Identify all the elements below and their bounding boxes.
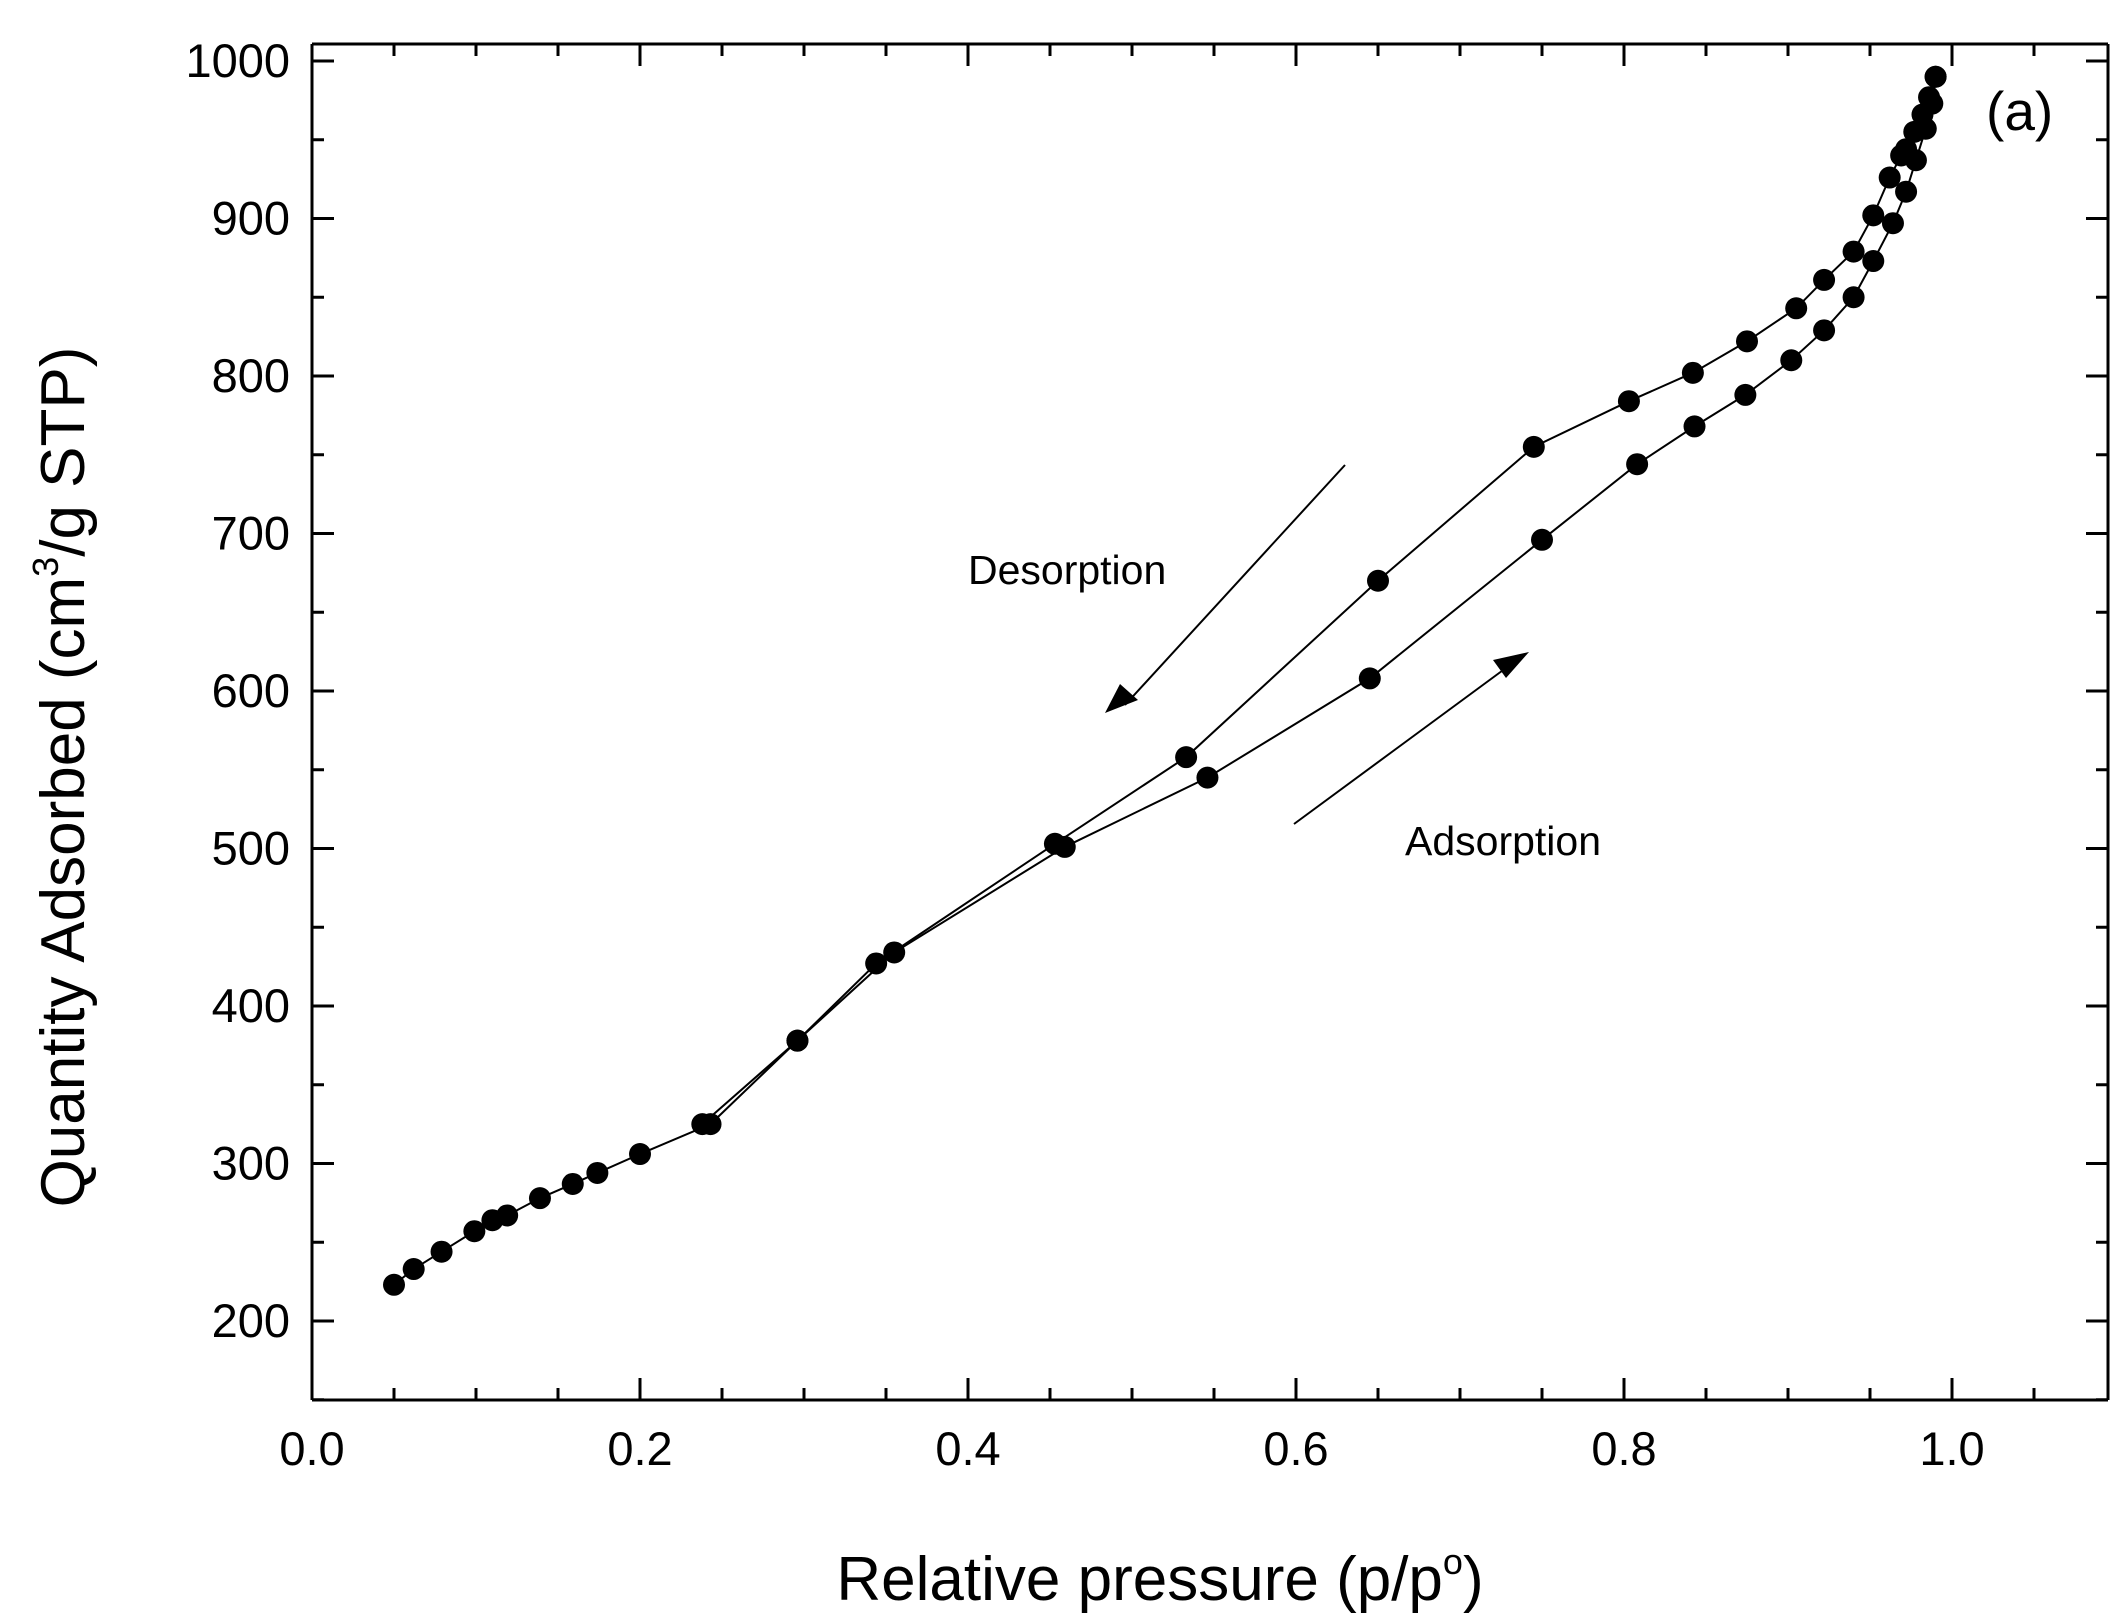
- desorption-point: [1924, 65, 1947, 88]
- x-axis-title-sup: o: [1443, 1541, 1463, 1582]
- x-tick-label: 0.0: [279, 1422, 344, 1475]
- y-axis-title-sup: 3: [25, 557, 66, 577]
- desorption-point: [1890, 144, 1913, 167]
- adsorption-point: [1358, 667, 1381, 690]
- adsorption-point: [528, 1187, 551, 1210]
- adsorption-point: [1780, 349, 1803, 372]
- desorption-point: [1736, 330, 1758, 353]
- desorption-label: Desorption: [968, 547, 1166, 593]
- y-axis-title-end: /g STP): [29, 347, 98, 557]
- y-tick-label: 600: [212, 664, 290, 717]
- y-tick-label: 400: [212, 979, 290, 1032]
- adsorption-point: [1842, 286, 1865, 309]
- y-tick-label: 800: [212, 349, 290, 402]
- x-tick-label: 0.6: [1263, 1422, 1328, 1475]
- adsorption-arrow: [1293, 664, 1511, 825]
- desorption-point: [1862, 204, 1885, 227]
- x-tick-label: 1.0: [1919, 1422, 1984, 1475]
- series-points: [383, 65, 1947, 1296]
- desorption-point: [1878, 166, 1901, 189]
- adsorption-label: Adsorption: [1405, 818, 1601, 864]
- adsorption-point: [586, 1161, 609, 1184]
- adsorption-point: [463, 1220, 486, 1243]
- adsorption-point: [1813, 319, 1836, 342]
- desorption-point: [1911, 103, 1934, 126]
- desorption-arrow: [1124, 464, 1346, 706]
- y-tick-label: 1000: [185, 34, 290, 87]
- y-axis-title-main: Quantity Adsorbed (cm: [29, 577, 98, 1208]
- y-tick-label: 300: [212, 1137, 290, 1190]
- y-axis-ticks: 200 300 400 500 600 700 800 900 1000: [185, 34, 2108, 1402]
- desorption-point: [1785, 297, 1808, 320]
- adsorption-point: [496, 1204, 519, 1227]
- adsorption-point: [1862, 250, 1885, 273]
- desorption-arrowhead: [1105, 684, 1138, 713]
- y-tick-label: 200: [212, 1294, 290, 1347]
- y-tick-label: 700: [212, 507, 290, 560]
- plot-frame: [310, 42, 2110, 1402]
- desorption-point: [1367, 569, 1389, 592]
- desorption-point: [1043, 832, 1066, 855]
- x-tick-label: 0.8: [1591, 1422, 1656, 1475]
- x-axis-title-main: Relative pressure (p/p: [836, 1545, 1443, 1614]
- x-axis-title-close: ): [1463, 1545, 1484, 1614]
- adsorption-point: [1881, 212, 1904, 235]
- desorption-line: [701, 76, 1937, 1125]
- panel-label: (a): [1986, 80, 2053, 142]
- desorption-point: [1681, 361, 1704, 384]
- series-lines: [393, 76, 1937, 1286]
- annotation-arrows: [1105, 464, 1529, 825]
- adsorption-point: [883, 941, 906, 964]
- adsorption-point: [1895, 180, 1918, 203]
- desorption-point: [1813, 268, 1836, 291]
- desorption-point: [1903, 120, 1926, 143]
- desorption-point: [1842, 240, 1865, 263]
- adsorption-arrowhead: [1493, 652, 1529, 678]
- adsorption-point: [402, 1258, 425, 1281]
- desorption-point: [1918, 86, 1941, 109]
- adsorption-line: [393, 76, 1937, 1286]
- desorption-point: [1175, 746, 1198, 769]
- desorption-point: [786, 1029, 809, 1052]
- adsorption-point: [1196, 766, 1219, 789]
- x-axis-ticks: 0.0 0.2 0.4 0.6 0.8 1.0: [279, 44, 2036, 1475]
- desorption-point: [1617, 390, 1640, 413]
- y-axis-title: Quantity Adsorbed (cm3/g STP): [25, 347, 98, 1208]
- x-tick-label: 0.4: [935, 1422, 1000, 1475]
- desorption-point: [691, 1113, 714, 1136]
- adsorption-point: [1531, 528, 1553, 551]
- desorption-point: [1522, 435, 1545, 458]
- y-tick-label: 900: [212, 192, 290, 245]
- adsorption-point: [1734, 383, 1757, 406]
- adsorption-point: [1683, 415, 1706, 438]
- adsorption-point: [1626, 453, 1649, 476]
- desorption-point: [865, 952, 888, 975]
- x-axis-title: Relative pressure (p/po): [836, 1541, 1483, 1614]
- adsorption-point: [430, 1240, 453, 1263]
- y-tick-label: 500: [212, 822, 290, 875]
- x-tick-label: 0.2: [607, 1422, 672, 1475]
- adsorption-point: [629, 1143, 651, 1166]
- adsorption-point: [383, 1273, 405, 1296]
- adsorption-point: [561, 1172, 584, 1195]
